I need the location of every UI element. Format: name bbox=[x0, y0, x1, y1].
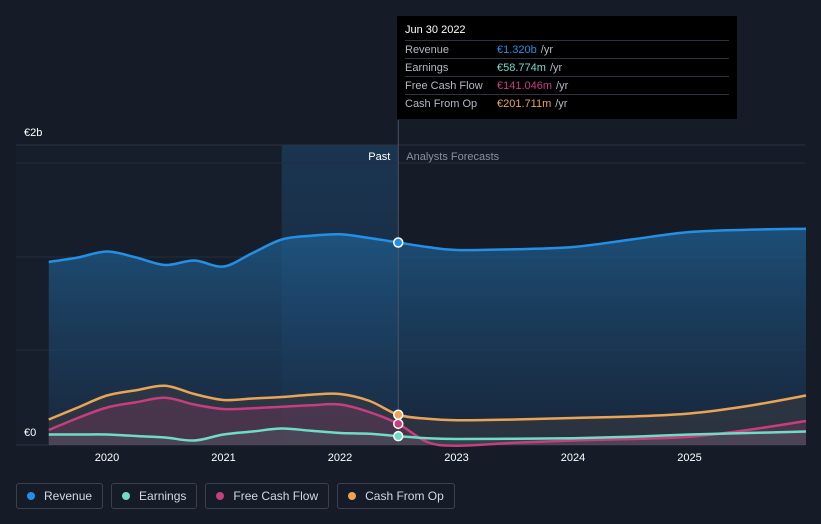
tooltip-unit: /yr bbox=[549, 61, 563, 74]
x-tick-label: 2022 bbox=[328, 452, 352, 464]
legend-label: Cash From Op bbox=[365, 489, 444, 503]
x-tick-label: 2025 bbox=[677, 452, 701, 464]
x-axis-ticks: 2020 2021 2022 2023 2024 2025 bbox=[95, 452, 702, 464]
tooltip-unit: /yr bbox=[556, 79, 569, 92]
legend-dot-icon bbox=[348, 492, 357, 500]
tooltip-value: €201.711m bbox=[497, 97, 552, 110]
legend-label: Revenue bbox=[44, 489, 93, 503]
tooltip-row-earnings: Earnings €58.774m /yr bbox=[405, 58, 729, 76]
legend-dot-icon bbox=[216, 492, 225, 500]
earnings-line bbox=[48, 427, 807, 442]
tooltip-value: €141.046m bbox=[497, 79, 553, 92]
cash-from-op-line bbox=[48, 384, 807, 422]
y-axis-bottom-label: €0 bbox=[24, 427, 36, 439]
tooltip-label: Earnings bbox=[405, 61, 449, 74]
legend-label: Earnings bbox=[139, 489, 187, 503]
tooltip-value: €1.320b bbox=[497, 43, 537, 56]
free-cash-flow-marker bbox=[393, 418, 404, 430]
legend-item-revenue[interactable]: Revenue bbox=[16, 483, 104, 509]
hover-markers bbox=[393, 237, 404, 442]
tooltip: Jun 30 2022 Revenue €1.320b /yr Earnings… bbox=[397, 16, 737, 119]
revenue-marker bbox=[393, 237, 404, 248]
tooltip-value: €58.774m bbox=[497, 61, 546, 74]
past-label: Past bbox=[368, 151, 390, 163]
legend-dot-icon bbox=[122, 492, 131, 500]
legend-dot-icon bbox=[27, 492, 35, 500]
tooltip-row-free-cash-flow: Free Cash Flow €141.046m /yr bbox=[405, 76, 729, 94]
series-lines bbox=[48, 227, 807, 448]
legend: Revenue Earnings Free Cash Flow Cash Fro… bbox=[16, 483, 455, 511]
revenue-area bbox=[48, 228, 806, 445]
x-tick-label: 2021 bbox=[211, 452, 235, 464]
tooltip-unit: /yr bbox=[540, 43, 553, 56]
tooltip-row-cash-from-op: Cash From Op €201.711m /yr bbox=[405, 94, 729, 112]
tooltip-label: Free Cash Flow bbox=[405, 79, 483, 92]
tooltip-label: Revenue bbox=[405, 43, 450, 56]
earnings-area bbox=[48, 428, 806, 445]
cash-from-op-marker bbox=[393, 409, 404, 420]
revenue-line bbox=[48, 227, 807, 268]
tooltip-date: Jun 30 2022 bbox=[405, 24, 466, 36]
forecast-label: Analysts Forecasts bbox=[406, 151, 499, 163]
tooltip-unit: /yr bbox=[555, 97, 568, 110]
free-cash-flow-line bbox=[48, 396, 807, 448]
x-tick-label: 2023 bbox=[444, 452, 468, 464]
y-axis-top-label: €2b bbox=[24, 127, 42, 139]
legend-item-cash-from-op[interactable]: Cash From Op bbox=[337, 483, 455, 509]
tooltip-row-revenue: Revenue €1.320b /yr bbox=[405, 40, 729, 58]
legend-item-free-cash-flow[interactable]: Free Cash Flow bbox=[205, 483, 330, 509]
legend-label: Free Cash Flow bbox=[233, 489, 319, 503]
x-tick-label: 2020 bbox=[95, 452, 119, 464]
earnings-marker bbox=[393, 430, 404, 442]
tooltip-label: Cash From Op bbox=[405, 97, 478, 110]
legend-item-earnings[interactable]: Earnings bbox=[111, 483, 198, 509]
x-tick-label: 2024 bbox=[561, 452, 585, 464]
